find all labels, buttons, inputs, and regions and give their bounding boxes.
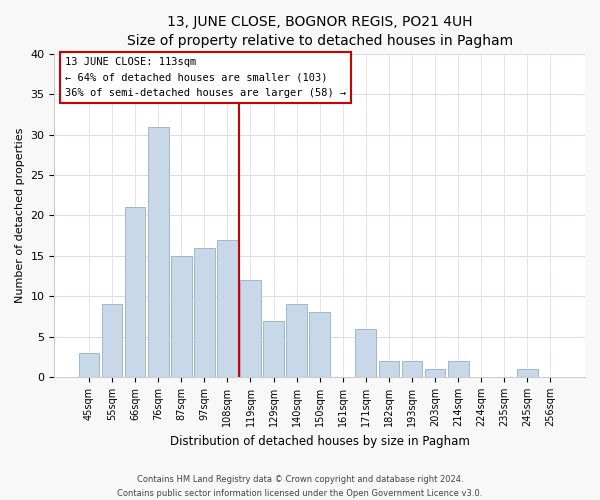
Text: Contains HM Land Registry data © Crown copyright and database right 2024.
Contai: Contains HM Land Registry data © Crown c… (118, 476, 482, 498)
Bar (310, 312, 330, 377)
Bar (286, 304, 307, 377)
Y-axis label: Number of detached properties: Number of detached properties (15, 128, 25, 303)
Bar (517, 369, 538, 377)
Text: 13 JUNE CLOSE: 113sqm
← 64% of detached houses are smaller (103)
36% of semi-det: 13 JUNE CLOSE: 113sqm ← 64% of detached … (65, 57, 346, 98)
X-axis label: Distribution of detached houses by size in Pagham: Distribution of detached houses by size … (170, 434, 470, 448)
Bar (171, 256, 191, 377)
Bar (448, 361, 469, 377)
Bar (401, 361, 422, 377)
Title: 13, JUNE CLOSE, BOGNOR REGIS, PO21 4UH
Size of property relative to detached hou: 13, JUNE CLOSE, BOGNOR REGIS, PO21 4UH S… (127, 15, 513, 48)
Bar (101, 304, 122, 377)
Bar (79, 353, 99, 377)
Bar (425, 369, 445, 377)
Bar (217, 240, 238, 377)
Bar (125, 208, 145, 377)
Bar (194, 248, 215, 377)
Bar (355, 328, 376, 377)
Bar (148, 126, 169, 377)
Bar (263, 320, 284, 377)
Bar (379, 361, 400, 377)
Bar (240, 280, 261, 377)
